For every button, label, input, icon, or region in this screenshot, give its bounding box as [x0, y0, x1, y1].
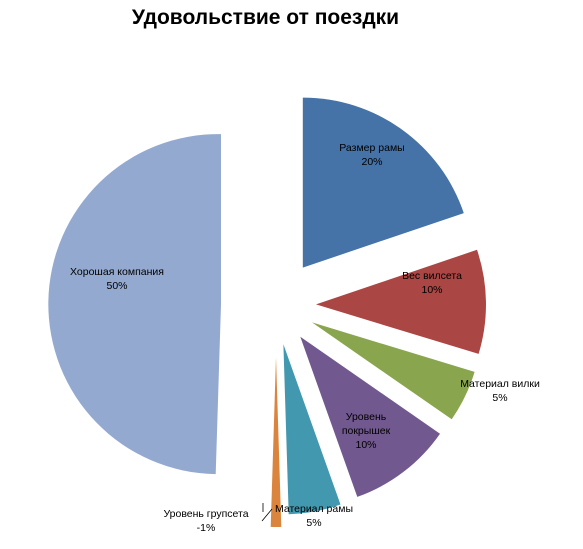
pie-slice-уровень-покрышек: [300, 336, 440, 497]
data-label-вес-вилсета: Вес вилсета 10%: [402, 270, 462, 296]
data-label-уровень-покрышек: Уровень покрышек 10%: [342, 411, 391, 451]
data-label-материал-рамы: Материал рамы 5%: [275, 503, 353, 529]
leader-line-материал-рамы: [261, 508, 273, 522]
data-label-хорошая-компания: Хорошая компания 50%: [70, 266, 164, 292]
data-label-материал-вилки: Материал вилки 5%: [460, 378, 540, 404]
data-label-уровень-групсета: Уровень групсета -1%: [163, 508, 248, 534]
pie-slice-материал-вилки: [312, 322, 475, 420]
pie-slice-уровень-групсета: [270, 357, 282, 527]
pie-slice-вес-вилсета: [316, 249, 486, 354]
pie-slice-размер-рамы: [302, 97, 464, 268]
pie-slice-материал-рамы: [283, 344, 341, 515]
chart-title: Удовольствие от поездки: [131, 6, 400, 29]
data-label-размер-рамы: Размер рамы 20%: [339, 142, 404, 168]
pie-slice-хорошая-компания: [48, 134, 221, 475]
